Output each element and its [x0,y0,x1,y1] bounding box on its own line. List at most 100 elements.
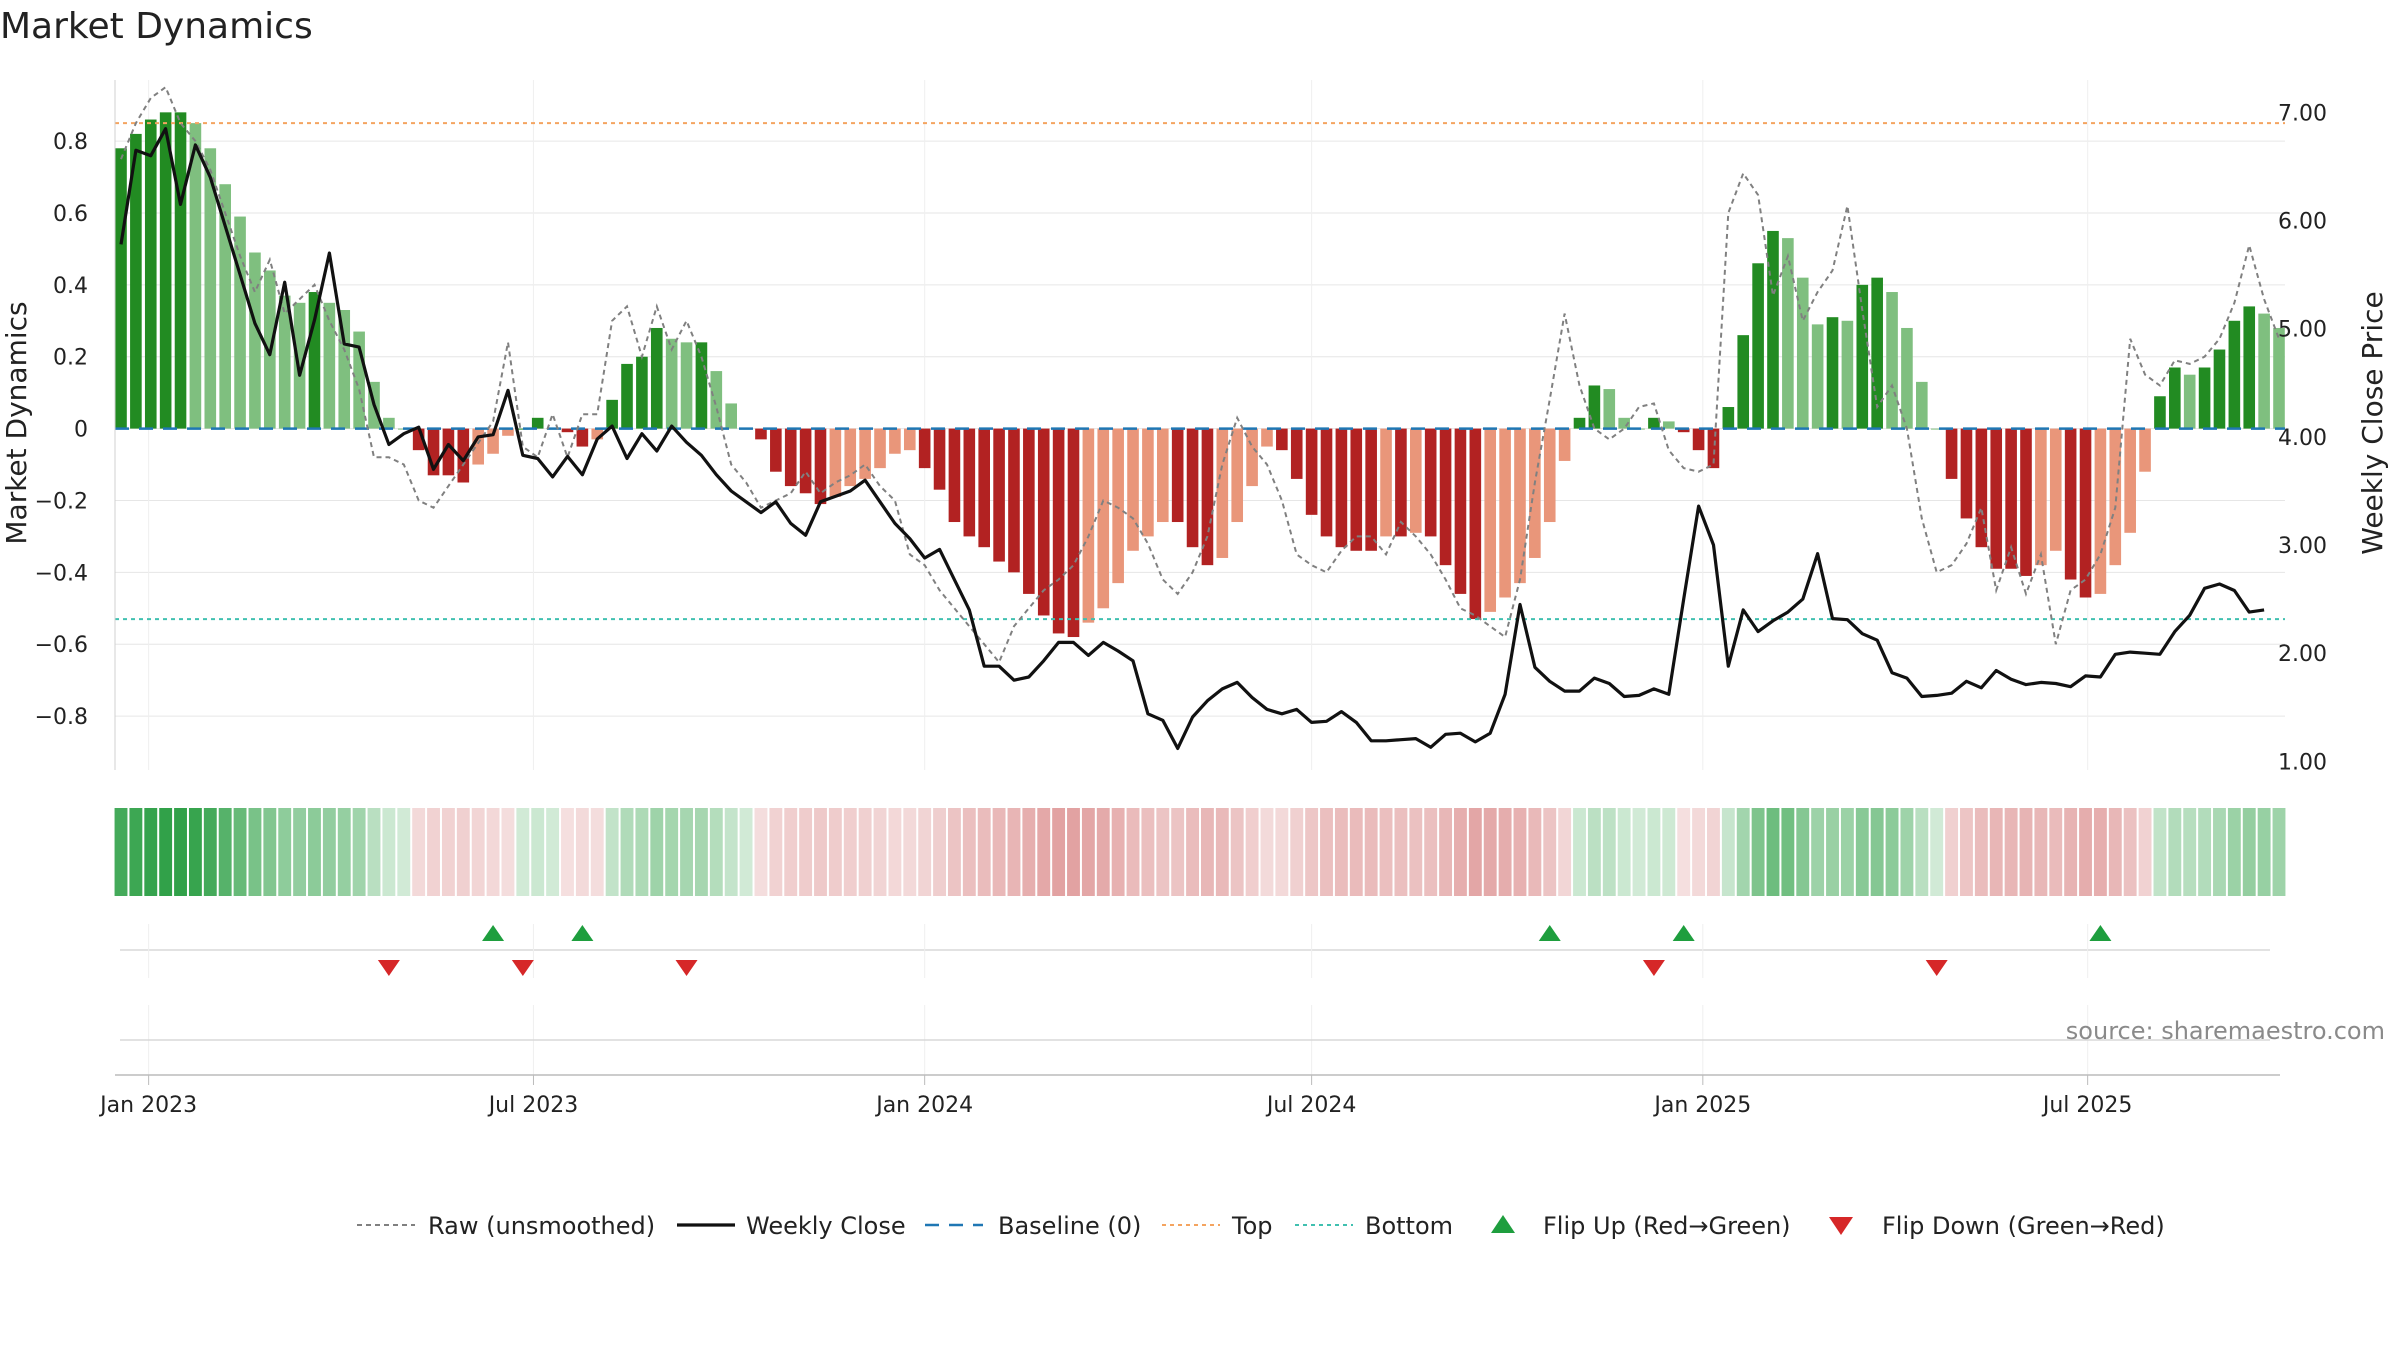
momentum-bar [1261,428,1273,447]
momentum-bar [1276,428,1288,451]
x-tick-label: Jan 2024 [874,1093,973,1118]
regime-cell [858,808,872,896]
regime-cell [2034,808,2048,896]
y2-tick-label: 6.00 [2278,210,2327,235]
source-credit: source: sharemaestro.com [2066,1017,2385,1045]
momentum-bar [1082,428,1095,623]
momentum-bar [1558,428,1571,461]
momentum-bar [1707,428,1720,469]
regime-cell [2093,808,2107,896]
regime-cell [1885,808,1899,896]
y-tick-label: 0.4 [53,274,88,299]
momentum-bar [531,417,544,429]
flip-down-marker [1642,960,1665,976]
regime-cell [2183,808,2197,896]
x-tick-label: Jan 2025 [1652,1093,1751,1118]
regime-cell [427,808,440,896]
legend-label: Flip Up (Red→Green) [1543,1212,1791,1240]
regime-cell [1930,808,1944,896]
momentum-bar [814,428,827,505]
momentum-bar [1737,335,1750,429]
momentum-bar [1335,428,1348,548]
momentum-bar [1216,428,1229,558]
regime-cell [1067,808,1080,896]
regime-cell [1215,808,1229,896]
regime-cell [337,808,351,896]
regime-cell [2198,808,2212,896]
regime-cell [1900,808,1914,896]
momentum-bar [249,252,261,429]
momentum-bar [636,356,648,429]
momentum-bar [1767,230,1779,429]
regime-cell [203,808,217,896]
momentum-bar [457,428,470,483]
momentum-bar [1841,320,1854,429]
regime-cell [263,808,277,896]
momentum-bar [204,148,217,429]
regime-cell [1736,808,1750,896]
momentum-bar [1811,324,1824,429]
momentum-bar [993,428,1005,562]
regime-cell [635,808,649,896]
momentum-bar [323,302,336,429]
momentum-bar [1752,263,1764,429]
regime-cell [1945,808,1959,896]
regime-cell [397,808,411,896]
legend-item-baseline: Baseline (0) [925,1212,1141,1240]
regime-cell [799,808,813,896]
momentum-bar [1439,428,1452,566]
regime-cell [501,808,515,896]
momentum-bar [844,428,857,487]
regime-cell [1141,808,1155,896]
regime-cell [278,808,292,896]
regime-cell [1870,808,1884,896]
regime-cell [590,808,604,896]
momentum-bar [442,428,455,476]
regime-cell [2168,808,2182,896]
regime-cell [620,808,634,896]
regime-cell [1096,808,1110,896]
regime-cell [233,808,247,896]
momentum-bar [1127,428,1139,551]
regime-cell [605,808,619,896]
regime-cell [918,808,932,896]
regime-cell [1721,808,1735,896]
momentum-bar [1023,428,1035,594]
momentum-bar [948,428,961,523]
y-tick-label: 0.2 [53,346,88,371]
regime-cell [322,808,336,896]
momentum-bar [1796,277,1809,429]
legend-item-flip_down: Flip Down (Green→Red) [1829,1212,2165,1240]
y-tick-label: −0.8 [35,705,88,730]
momentum-bar [517,428,529,430]
regime-cell [293,808,307,896]
axes: 0.8 0.6 0.4 0.2 0 −0.2 −0.4 −0.6 −0.8 7.00 6.00 5.0… [35,80,2327,775]
legend-label: Flip Down (Green→Red) [1882,1212,2165,1240]
momentum-bar [1573,417,1586,429]
regime-cell [412,808,426,896]
momentum-bar [2139,428,2151,472]
regime-cell [992,808,1006,896]
momentum-bar [1409,428,1422,533]
momentum-bar [159,112,172,429]
regime-cell [843,808,857,896]
chart-title: Market Dynamics [0,6,313,47]
legend-label: Top [1231,1212,1273,1240]
regime-cell [977,808,991,896]
momentum-bar [144,119,157,429]
momentum-bar [502,428,514,436]
momentum-bar [1782,238,1794,429]
momentum-bar [427,428,440,476]
flip-markers-panel [120,924,2270,978]
regime-cell [1186,808,1199,896]
flip-up-marker [482,925,505,941]
regime-cell [1320,808,1333,896]
momentum-bar [1052,428,1065,634]
momentum-bar [1603,389,1616,429]
regime-cell [1171,808,1185,896]
regime-cell [1602,808,1616,896]
momentum-bar [308,292,321,429]
momentum-bar [1722,407,1735,429]
legend-swatch [1491,1215,1515,1233]
